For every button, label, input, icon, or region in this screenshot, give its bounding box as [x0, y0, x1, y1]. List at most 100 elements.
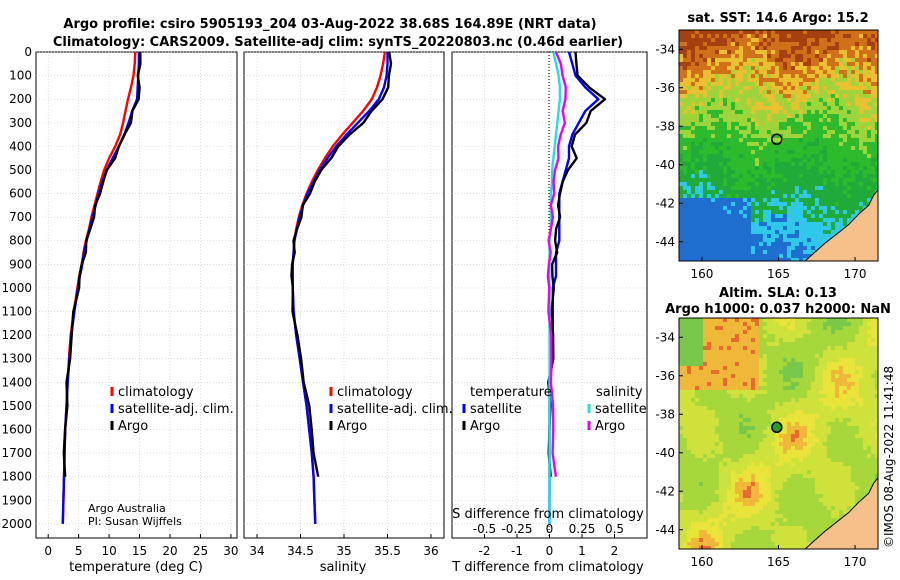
map-cell: [819, 382, 823, 386]
map-cell: [819, 30, 823, 34]
map-cell: [771, 458, 775, 462]
map-cell: [775, 98, 779, 102]
map-cell: [763, 122, 767, 126]
map-cell: [747, 450, 751, 454]
map-cell: [699, 218, 703, 222]
map-cell: [831, 214, 835, 218]
map-cell: [691, 82, 695, 86]
map-cell: [779, 174, 783, 178]
map-cell: [683, 186, 687, 190]
map-cell: [763, 426, 767, 430]
map-cell: [803, 218, 807, 222]
map-cell: [695, 354, 699, 358]
map-cell: [755, 94, 759, 98]
map-cell: [783, 386, 787, 390]
map-cell: [779, 198, 783, 202]
map-cell: [683, 450, 687, 454]
map-cell: [699, 354, 703, 358]
map-cell: [759, 382, 763, 386]
map-cell: [823, 170, 827, 174]
map-cell: [691, 58, 695, 62]
map-cell: [755, 406, 759, 410]
map-cell: [827, 110, 831, 114]
map-cell: [739, 138, 743, 142]
series-line-argo: [62, 51, 142, 477]
map-cell: [815, 214, 819, 218]
map-cell: [843, 150, 847, 154]
map-cell: [875, 438, 878, 442]
map-cell: [835, 206, 839, 210]
map-cell: [859, 394, 863, 398]
map-cell: [707, 134, 711, 138]
map-cell: [719, 430, 723, 434]
map-cell: [875, 186, 878, 190]
map-cell: [711, 222, 715, 226]
map-cell: [739, 246, 743, 250]
map-cell: [687, 334, 691, 338]
map-cell: [807, 398, 811, 402]
map-cell: [839, 194, 843, 198]
map-cell: [803, 350, 807, 354]
map-cell: [799, 402, 803, 406]
map-cell: [871, 414, 875, 418]
map-cell: [687, 430, 691, 434]
map-cell: [775, 230, 779, 234]
map-cell: [759, 138, 763, 142]
map-cell: [755, 34, 759, 38]
map-cell: [871, 134, 875, 138]
map-cell: [779, 202, 783, 206]
map-cell: [683, 50, 687, 54]
map-cell: [851, 134, 855, 138]
map-cell: [759, 330, 763, 334]
map-cell: [847, 370, 851, 374]
map-cell: [819, 326, 823, 330]
map-cell: [831, 322, 835, 326]
map-cell: [803, 118, 807, 122]
map-cell: [791, 122, 795, 126]
map-cell: [835, 346, 839, 350]
map-cell: [863, 146, 867, 150]
map-cell: [791, 454, 795, 458]
map-cell: [871, 126, 875, 130]
map-cell: [775, 246, 779, 250]
map-cell: [815, 62, 819, 66]
map-cell: [719, 326, 723, 330]
map-cell: [723, 258, 727, 261]
map-cell: [807, 402, 811, 406]
map-cell: [723, 198, 727, 202]
map-cell: [739, 98, 743, 102]
map-cell: [783, 166, 787, 170]
map-cell: [687, 38, 691, 42]
map-cell: [739, 174, 743, 178]
map-cell: [751, 402, 755, 406]
map-cell: [771, 250, 775, 254]
map-cell: [843, 354, 847, 358]
map-cell: [747, 170, 751, 174]
map-cell: [691, 34, 695, 38]
map-cell: [843, 34, 847, 38]
map-cell: [755, 258, 759, 261]
map-cell: [687, 410, 691, 414]
map-cell: [759, 110, 763, 114]
map-cell: [791, 358, 795, 362]
map-cell: [703, 30, 707, 34]
map-cell: [819, 434, 823, 438]
map-cell: [683, 66, 687, 70]
map-cell: [827, 126, 831, 130]
map-cell: [691, 402, 695, 406]
map-cell: [715, 446, 719, 450]
map-cell: [751, 318, 755, 322]
map-cell: [863, 434, 867, 438]
map-cell: [767, 238, 771, 242]
map-cell: [771, 50, 775, 54]
map-cell: [755, 42, 759, 46]
map-cell: [727, 346, 731, 350]
map-cell: [743, 242, 747, 246]
map-cell: [679, 254, 683, 258]
map-cell: [727, 90, 731, 94]
map-cell: [775, 442, 779, 446]
map-cell: [775, 342, 779, 346]
map-cell: [735, 158, 739, 162]
map-cell: [711, 30, 715, 34]
map-cell: [823, 54, 827, 58]
